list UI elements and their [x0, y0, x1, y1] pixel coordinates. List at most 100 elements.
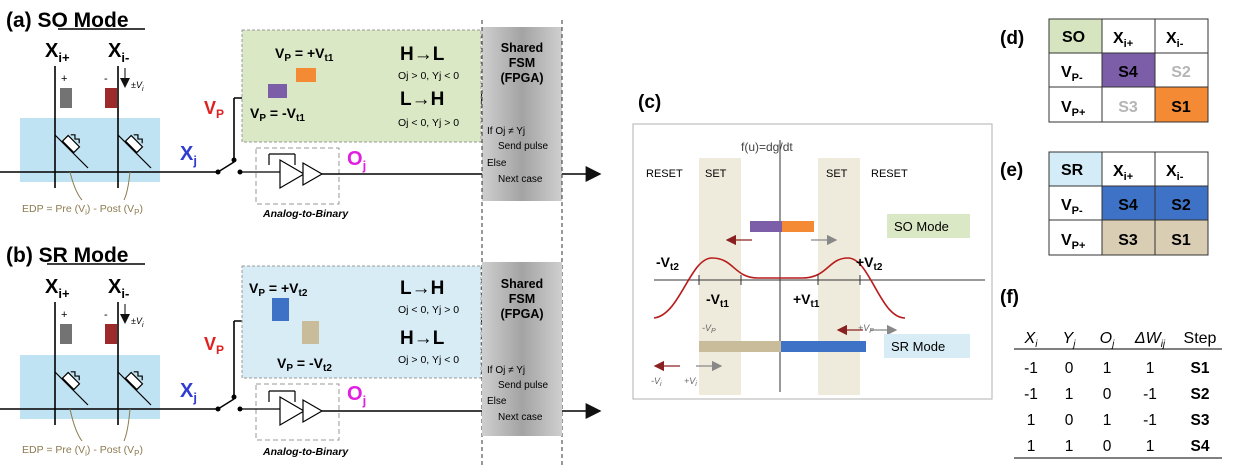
vp-neg-t1: VP = -Vt1: [250, 105, 305, 124]
f-header-3: ΔWij: [1134, 330, 1166, 350]
panel-c-label: (c): [638, 92, 661, 113]
e-cell-s3: S3: [1118, 232, 1138, 249]
minus-sign-a: -: [104, 73, 108, 85]
pos-vt2-label: +Vt2: [856, 254, 883, 273]
vp-neg-t2: VP = -Vt2: [277, 355, 332, 374]
panel-b: (b) SR Mode Xi+ Xi- + - ±Vi EDP = Pre (V…: [0, 244, 602, 458]
a2b-label-a: Analog-to-Binary: [262, 208, 349, 220]
f-cell-r0-c1: 0: [1065, 360, 1074, 377]
panel-a-title: (a) SO Mode: [6, 9, 129, 32]
x-minus-label: Xi-: [108, 40, 129, 65]
d-corner: SO: [1062, 29, 1085, 46]
set-band-left: [699, 158, 741, 395]
fsm-box-a: [482, 27, 562, 201]
a2b-box-b: [255, 383, 340, 441]
trans-h-l-b: H→L: [400, 328, 445, 349]
f-header-0: Xi: [1024, 330, 1039, 350]
fsm-next-a: Next case: [498, 174, 543, 185]
memristor-b1: [54, 371, 89, 406]
pulse-red-b: [105, 324, 117, 344]
table-d-grid: [1048, 18, 1209, 123]
panel-c: (c) f(u)=dg/dt RESET SET SET RESET SO Mo…: [632, 92, 993, 400]
neg-vt2-label: -Vt2: [656, 254, 679, 273]
trans-l-h-a: L→H: [400, 89, 444, 110]
x-plus-label: Xi+: [45, 40, 70, 65]
so-mode-label: SO Mode: [894, 219, 949, 234]
x-minus-label-b: Xi-: [108, 276, 129, 301]
fsm-if-b: If Oj ≠ Yj: [487, 365, 525, 376]
memristor-b2: [117, 371, 152, 406]
e-cell-s1: S1: [1171, 232, 1191, 249]
so-bar-orange: [782, 221, 814, 232]
pulse-purple-a: [268, 84, 287, 98]
pulse-gray-a: [60, 88, 72, 108]
d-cell-s1: S1: [1171, 99, 1191, 116]
f-cell-r3-c0: 1: [1027, 438, 1036, 455]
oj-label-b: Oj: [347, 383, 366, 408]
pos-vp-label: +VP: [858, 323, 874, 335]
fsm-else-b: Else: [487, 396, 507, 407]
f-cell-r2-c2: 1: [1103, 412, 1112, 429]
a2b-label-b: Analog-to-Binary: [262, 446, 349, 458]
fsm-line3-a: (FPGA): [500, 71, 543, 85]
fsm-box-b: [482, 262, 562, 436]
d-cell-s4: S4: [1118, 64, 1138, 81]
set-band-right: [818, 158, 860, 395]
plus-sign-b: +: [61, 309, 67, 321]
vp-label-b: VP: [204, 334, 224, 357]
sr-mode-label: SR Mode: [891, 339, 945, 354]
fsm-line2-a: FSM: [509, 56, 535, 70]
f-header-2: Oj: [1100, 330, 1115, 350]
e-row1: VP-: [1061, 197, 1083, 217]
e-cell-s2: S2: [1171, 197, 1191, 214]
e-col2: Xi-: [1166, 163, 1184, 183]
f-cell-r1-c2: 0: [1103, 386, 1112, 403]
a2b-box-a: [255, 147, 340, 205]
trans-h-l-a: H→L: [400, 44, 445, 65]
plus-sign-a: +: [61, 73, 67, 85]
d-row1: VP-: [1061, 64, 1083, 84]
f-cell-r0-c3: 1: [1146, 360, 1155, 377]
trans-l-h-b: L→H: [400, 278, 444, 299]
sr-mode-tag: [884, 334, 970, 358]
vp-pos-t1: VP = +Vt1: [275, 45, 334, 64]
f-cell-r1-c1: 1: [1065, 386, 1074, 403]
opamp-b: [240, 390, 324, 427]
f-cell-r3-c4: S4: [1191, 438, 1210, 455]
panel-e-label: (e): [1000, 160, 1023, 181]
f-cell-r3-c2: 0: [1103, 438, 1112, 455]
f-cell-r2-c1: 0: [1065, 412, 1074, 429]
fsm-line3-b: (FPGA): [500, 307, 543, 321]
f-cell-r0-c4: S1: [1191, 360, 1210, 377]
trans-l-h-cond-b: Oj < 0, Yj > 0: [398, 304, 459, 316]
edp-label-a: EDP = Pre (Vi) - Post (VP): [22, 203, 143, 217]
pm-vi-b: ±Vi: [131, 316, 144, 329]
fsm-line2-b: FSM: [509, 292, 535, 306]
e-col1: Xi+: [1113, 163, 1133, 183]
vp-label-a: VP: [204, 98, 224, 121]
d-row2: VP+: [1061, 99, 1085, 119]
so-bar-purple: [750, 221, 782, 232]
pos-vt1-label: +Vt1: [793, 291, 820, 310]
f-cell-r3-c3: 1: [1146, 438, 1155, 455]
panel-d: (d) SO Xi+ Xi- VP- VP+ S4 S2 S3 S1: [1000, 18, 1209, 123]
pulse-gray-b: [60, 324, 72, 344]
xj-label-b: Xj: [180, 380, 197, 405]
f-cell-r3-c1: 1: [1065, 438, 1074, 455]
panel-f: (f) Xi Yj Oj ΔWij Step -1 0 1 1 S1 -1 1 0 -1 S2 1 0 1 -1 S3…: [1000, 287, 1222, 459]
so-mode-tag: [887, 214, 970, 238]
d-col2: Xi-: [1166, 30, 1184, 50]
f-cell-r1-c0: -1: [1024, 386, 1038, 403]
reset-right: RESET: [871, 168, 908, 180]
table-e-grid: [1048, 151, 1209, 256]
f-cell-r2-c3: -1: [1143, 412, 1157, 429]
pm-vi-a: ±Vi: [131, 80, 144, 93]
sr-feedback-box: [241, 265, 482, 379]
reset-left: RESET: [646, 168, 683, 180]
memristor-a1: [54, 134, 89, 169]
fsm-line1-a: Shared: [501, 41, 543, 55]
f-header-1: Yj: [1063, 330, 1077, 350]
sr-bar-blue: [781, 341, 866, 352]
panel-b-title: (b) SR Mode: [6, 244, 128, 267]
